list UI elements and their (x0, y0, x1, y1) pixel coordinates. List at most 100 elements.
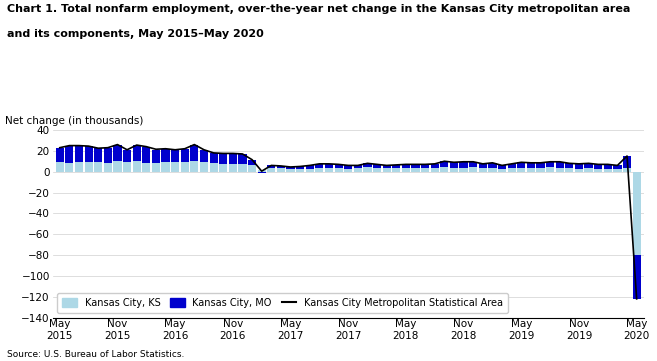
Bar (142, 147, 150, 163)
Bar (488, 168, 497, 172)
Bar (85, 162, 93, 172)
Bar (382, 168, 391, 172)
Bar (315, 164, 323, 168)
Bar (344, 165, 352, 169)
Bar (546, 162, 555, 167)
Bar (421, 164, 429, 168)
Bar (546, 167, 555, 172)
Bar (286, 169, 294, 172)
Bar (258, 172, 266, 173)
Bar (181, 162, 189, 172)
Bar (575, 164, 583, 169)
Bar (353, 165, 362, 168)
Bar (152, 150, 160, 163)
Bar (488, 163, 497, 168)
Bar (633, 255, 641, 299)
Bar (440, 167, 449, 172)
Bar (565, 168, 574, 172)
Bar (65, 163, 74, 172)
Bar (267, 165, 275, 168)
Bar (104, 148, 112, 163)
Bar (373, 164, 381, 168)
Bar (296, 166, 304, 169)
Bar (75, 145, 83, 162)
Bar (508, 164, 516, 168)
Bar (142, 163, 150, 172)
Bar (353, 168, 362, 172)
Bar (248, 165, 256, 172)
Bar (162, 162, 170, 172)
Bar (575, 169, 583, 172)
Bar (536, 163, 545, 168)
Legend: Kansas City, KS, Kansas City, MO, Kansas City Metropolitan Statistical Area: Kansas City, KS, Kansas City, MO, Kansas… (57, 293, 508, 313)
Bar (479, 164, 487, 168)
Bar (430, 168, 439, 172)
Bar (527, 168, 535, 172)
Bar (508, 168, 516, 172)
Bar (469, 162, 477, 167)
Bar (614, 169, 622, 172)
Bar (373, 168, 381, 172)
Bar (402, 164, 410, 168)
Bar (152, 163, 160, 172)
Bar (238, 154, 246, 164)
Bar (123, 150, 131, 162)
Bar (450, 168, 458, 172)
Bar (633, 172, 641, 255)
Bar (306, 165, 314, 169)
Bar (594, 169, 602, 172)
Bar (527, 163, 535, 168)
Bar (363, 167, 371, 172)
Bar (277, 168, 285, 172)
Bar (200, 162, 208, 172)
Bar (133, 161, 141, 172)
Text: Chart 1. Total nonfarm employment, over-the-year net change in the Kansas City m: Chart 1. Total nonfarm employment, over-… (7, 4, 630, 14)
Bar (536, 168, 545, 172)
Bar (402, 168, 410, 172)
Bar (85, 146, 93, 162)
Bar (229, 153, 237, 164)
Text: Source: U.S. Bureau of Labor Statistics.: Source: U.S. Bureau of Labor Statistics. (7, 350, 184, 359)
Bar (411, 168, 420, 172)
Text: and its components, May 2015–May 2020: and its components, May 2015–May 2020 (7, 29, 263, 39)
Bar (315, 168, 323, 172)
Bar (479, 168, 487, 172)
Text: Net change (in thousands): Net change (in thousands) (5, 116, 144, 126)
Bar (277, 166, 285, 168)
Bar (517, 162, 526, 168)
Bar (623, 156, 631, 168)
Bar (210, 163, 217, 172)
Bar (171, 162, 179, 172)
Bar (498, 165, 506, 169)
Bar (604, 169, 612, 172)
Bar (392, 168, 400, 172)
Bar (623, 168, 631, 172)
Bar (517, 168, 526, 172)
Bar (258, 170, 266, 172)
Bar (200, 150, 208, 162)
Bar (459, 162, 468, 168)
Bar (56, 162, 64, 172)
Bar (114, 144, 122, 161)
Bar (459, 168, 468, 172)
Bar (604, 164, 612, 169)
Bar (556, 162, 564, 168)
Bar (614, 165, 622, 169)
Bar (363, 163, 371, 167)
Bar (440, 161, 449, 167)
Bar (191, 161, 198, 172)
Bar (498, 169, 506, 172)
Bar (210, 153, 217, 163)
Bar (421, 168, 429, 172)
Bar (94, 162, 102, 172)
Bar (585, 168, 593, 172)
Bar (65, 145, 74, 163)
Bar (286, 167, 294, 169)
Bar (296, 169, 304, 172)
Bar (104, 163, 112, 172)
Bar (248, 160, 256, 165)
Bar (133, 145, 141, 161)
Bar (123, 162, 131, 172)
Bar (585, 163, 593, 168)
Bar (171, 150, 179, 162)
